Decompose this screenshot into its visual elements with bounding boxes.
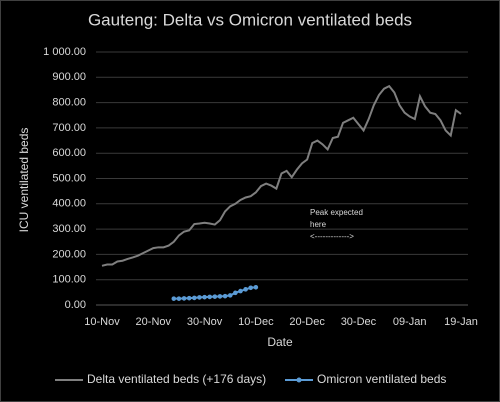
point — [186, 295, 192, 301]
point — [217, 294, 223, 299]
y-tick-label: 800.00 — [52, 97, 86, 109]
point — [192, 295, 197, 301]
point — [233, 290, 238, 296]
x-tick-label: 19-Jan — [444, 316, 478, 328]
y-tick-label: 0.00 — [65, 299, 86, 311]
point — [222, 293, 228, 299]
x-tick-label: 30-Nov — [187, 316, 223, 328]
legend-label: Delta ventilated beds (+176 days) — [87, 372, 266, 386]
chart-title: Gauteng: Delta vs Omicron ventilated bed… — [88, 10, 412, 29]
y-tick-label: 100.00 — [52, 274, 86, 286]
y-tick-label: 1 000.00 — [43, 46, 86, 58]
point — [207, 294, 212, 300]
y-tick-label: 400.00 — [52, 198, 86, 210]
point — [202, 294, 207, 300]
point — [227, 293, 233, 298]
point — [243, 287, 248, 292]
point — [176, 296, 182, 301]
x-tick-label: 20-Nov — [136, 316, 172, 328]
x-tick-label: 10-Dec — [238, 316, 274, 328]
annotation: here — [310, 220, 327, 229]
x-tick-label: 10-Nov — [84, 316, 120, 328]
x-tick-label: 20-Dec — [289, 316, 325, 328]
point — [171, 296, 177, 301]
y-tick-label: 300.00 — [52, 223, 86, 235]
point — [238, 288, 243, 294]
x-tick-label: 30-Dec — [341, 316, 377, 328]
y-axis-label: ICU ventilated beds — [17, 128, 31, 233]
point — [197, 295, 202, 300]
x-tick-label: 09-Jan — [393, 316, 427, 328]
y-tick-label: 500.00 — [52, 172, 86, 184]
annotation: Peak expected — [310, 208, 363, 217]
legend-label: Omicron ventilated beds — [317, 372, 446, 386]
point — [212, 294, 218, 299]
x-axis-label: Date — [267, 335, 293, 349]
series-line — [101, 84, 462, 267]
y-tick-label: 900.00 — [52, 71, 86, 83]
y-tick-label: 600.00 — [52, 147, 86, 159]
point — [181, 296, 187, 301]
point — [253, 284, 259, 290]
y-tick-label: 200.00 — [52, 248, 86, 260]
annotation: <-------------> — [310, 232, 354, 241]
legend-marker — [296, 377, 302, 383]
y-tick-label: 700.00 — [52, 122, 86, 134]
point — [248, 285, 254, 291]
